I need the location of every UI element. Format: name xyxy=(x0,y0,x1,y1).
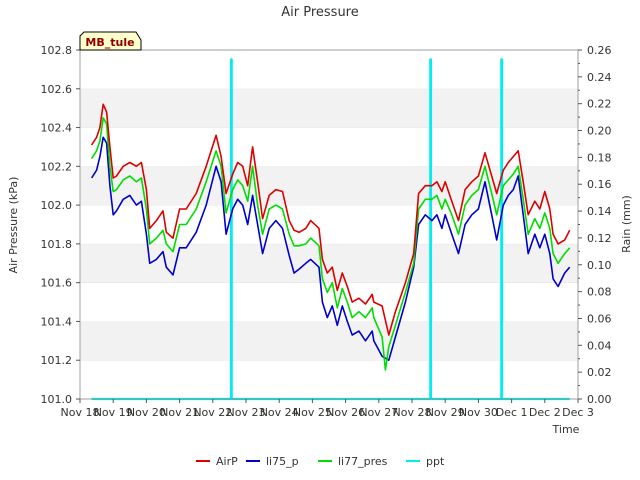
x-tick-label: Nov 18 xyxy=(61,406,100,419)
y2-tick-label: 0.12 xyxy=(587,232,612,245)
x-axis-label: Time xyxy=(552,423,580,436)
y-tick-label: 102.6 xyxy=(41,83,73,96)
y-axis-label: Air Pressure (kPa) xyxy=(7,177,20,274)
y-tick-label: 102.8 xyxy=(41,44,73,57)
y2-tick-label: 0.22 xyxy=(587,98,612,111)
y-tick-label: 101.0 xyxy=(41,393,73,406)
series-line-airp xyxy=(90,103,571,336)
grid-band xyxy=(80,205,578,244)
y2-tick-label: 0.14 xyxy=(587,205,612,218)
x-tick-label: Dec 3 xyxy=(562,406,594,419)
series-line-ppt xyxy=(91,58,570,401)
grid-band xyxy=(80,127,578,167)
x-tick-label: Nov 20 xyxy=(127,406,166,419)
x-tick-label: Dec 2 xyxy=(529,406,561,419)
x-tick-label: Nov 26 xyxy=(326,406,365,419)
series-line-li75-p xyxy=(90,136,571,361)
x-tick-label: Nov 23 xyxy=(227,406,266,419)
x-tick-label: Nov 24 xyxy=(260,406,299,419)
x-tick-label: Dec 1 xyxy=(496,406,528,419)
y-tick-label: 101.8 xyxy=(41,238,73,251)
y-tick-label: 101.2 xyxy=(41,354,73,367)
legend-label: li77_pres xyxy=(338,455,388,468)
x-tick-label: Nov 21 xyxy=(160,406,199,419)
legend-label: ppt xyxy=(426,455,445,468)
station-badge-label: MB_tule xyxy=(85,36,134,49)
y2-axis-label: Rain (mm) xyxy=(620,195,633,253)
station-badge-box xyxy=(79,31,142,51)
y-tick-label: 101.4 xyxy=(41,315,73,328)
legend: AirP li75_p li77_pres ppt xyxy=(196,455,445,468)
y2-tick-label: 0.02 xyxy=(587,366,612,379)
y2-tick-label: 0.04 xyxy=(587,339,612,352)
grid-band xyxy=(80,88,578,128)
legend-label: li75_p xyxy=(266,455,299,468)
grid-band xyxy=(80,243,578,283)
y2-tick-label: 0.20 xyxy=(587,125,612,138)
y-axis-left: 101.0 101.2 101.4 101.6 101.8 102.0 102.2 102.4… xyxy=(41,44,80,406)
y2-tick-label: 0.08 xyxy=(587,286,612,299)
grid-band xyxy=(80,50,578,89)
y2-tick-label: 0.10 xyxy=(587,259,612,272)
y-tick-label: 102.4 xyxy=(41,122,73,135)
x-tick-label: Nov 25 xyxy=(293,406,332,419)
y-tick-label: 102.0 xyxy=(41,199,73,212)
station-badge: MB_tule xyxy=(79,31,142,51)
y-tick-label: 101.6 xyxy=(41,277,73,290)
y2-tick-label: 0.00 xyxy=(587,393,612,406)
y2-tick-label: 0.06 xyxy=(587,312,612,325)
series-line-li77-pres xyxy=(90,117,571,371)
x-tick-label: Nov 27 xyxy=(359,406,398,419)
chart-title: Air Pressure xyxy=(281,5,359,20)
x-tick-label: Nov 22 xyxy=(193,406,232,419)
grid-bands xyxy=(80,49,578,399)
grid-band xyxy=(80,360,578,399)
x-tick-label: Nov 19 xyxy=(94,406,133,419)
y2-tick-label: 0.18 xyxy=(587,151,612,164)
plot-lines xyxy=(90,58,571,401)
y-tick-label: 102.2 xyxy=(41,160,73,173)
y2-tick-label: 0.16 xyxy=(587,178,612,191)
legend-label: AirP xyxy=(216,455,238,468)
x-tick-label: Nov 29 xyxy=(426,406,465,419)
x-tick-label: Nov 30 xyxy=(459,406,498,419)
grid-band xyxy=(80,321,578,361)
x-tick-label: Nov 28 xyxy=(393,406,432,419)
y-axis-right: 0.00 0.02 0.04 0.06 0.08 0.10 0.12 0.14 0.16 0.18… xyxy=(578,44,612,406)
y2-tick-label: 0.24 xyxy=(587,71,612,84)
y2-tick-label: 0.26 xyxy=(587,44,612,57)
